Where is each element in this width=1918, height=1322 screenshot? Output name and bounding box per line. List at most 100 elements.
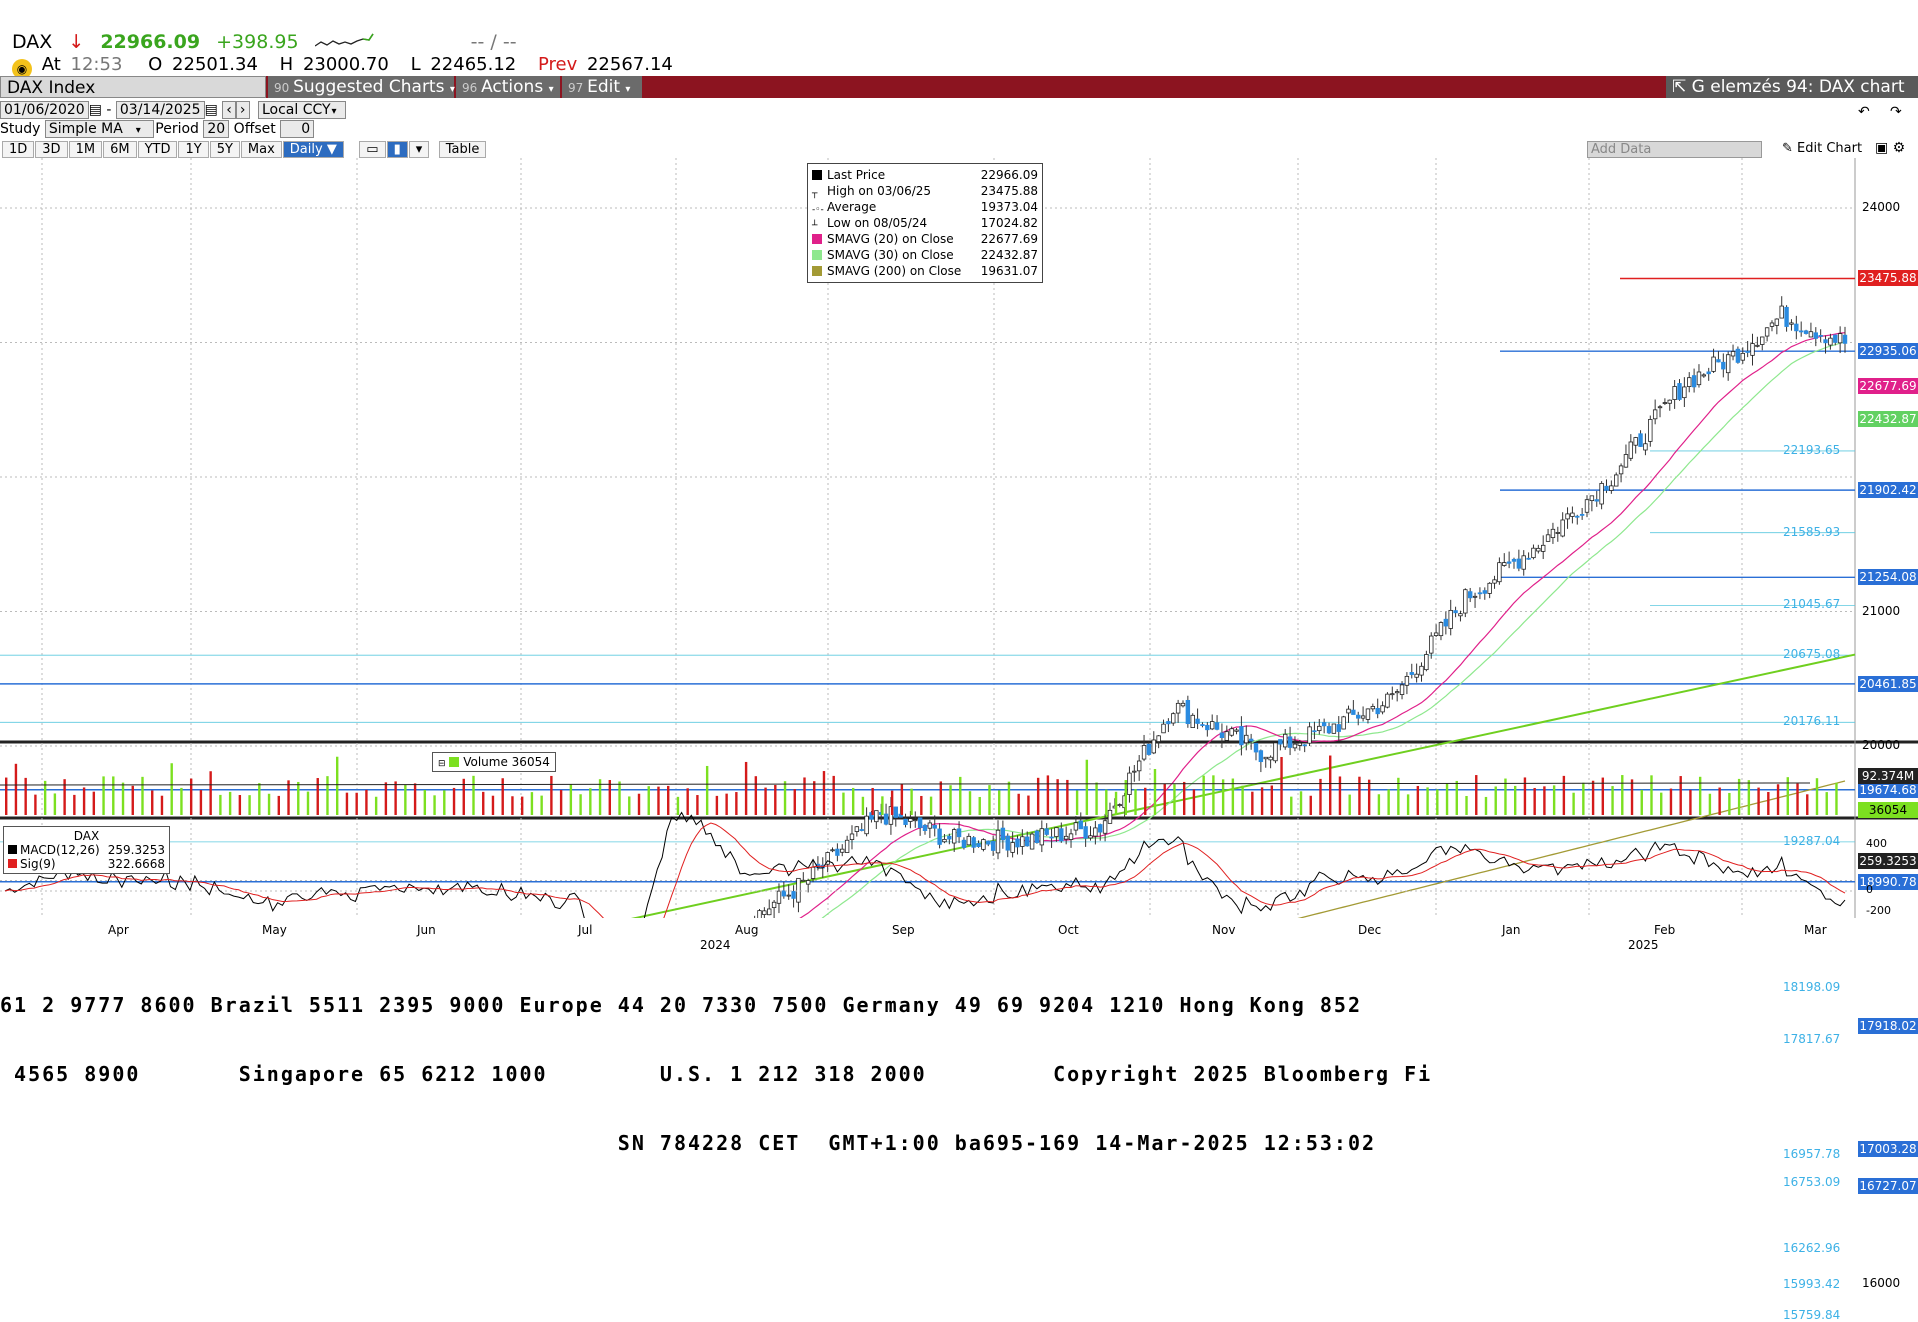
- axis-price-badge: 22677.69: [1858, 377, 1918, 394]
- candle: [1331, 723, 1337, 734]
- fib-level-label: 15759.84: [1783, 1308, 1841, 1322]
- range-1y-button[interactable]: 1Y: [178, 141, 209, 158]
- candle: [1599, 482, 1604, 505]
- fib-level-label: 17817.67: [1783, 1031, 1841, 1046]
- legend-value: 22966.09: [980, 168, 1038, 182]
- signal-value: 322.6668: [107, 857, 165, 871]
- candle: [1424, 654, 1429, 671]
- price-chart[interactable]: [0, 158, 1918, 918]
- table-button[interactable]: Table: [438, 141, 487, 158]
- high-label: H: [279, 54, 294, 75]
- range-1m-button[interactable]: 1M: [68, 141, 103, 158]
- start-date-input[interactable]: 01/06/2020: [0, 101, 89, 119]
- volume-bar: [1397, 777, 1400, 815]
- candle: [1740, 352, 1745, 361]
- more-button[interactable]: ▾: [408, 141, 430, 158]
- ticker-field[interactable]: DAX Index: [0, 76, 266, 98]
- volume-bar: [1835, 782, 1838, 815]
- down-arrow-icon: ↓: [68, 31, 85, 53]
- month-label: Sep: [892, 923, 915, 937]
- candle: [1039, 828, 1045, 846]
- month-label: Jan: [1502, 923, 1521, 937]
- signal-label: Sig(9): [20, 857, 56, 871]
- candle: [776, 890, 782, 904]
- range-max-button[interactable]: Max: [240, 141, 282, 158]
- volume-bar: [1669, 788, 1673, 815]
- volume-bar: [1202, 775, 1205, 815]
- candle: [1833, 334, 1838, 343]
- frequency-select[interactable]: Daily ▼: [282, 141, 344, 158]
- currency-select[interactable]: Local CCY: [257, 101, 346, 119]
- candle: [1779, 305, 1784, 319]
- candle: [859, 829, 864, 831]
- candle: [1667, 399, 1672, 404]
- period-input[interactable]: 20: [203, 120, 230, 138]
- calendar-icon[interactable]: ▤: [204, 102, 218, 118]
- volume-bar: [725, 793, 728, 815]
- volume-bar: [258, 783, 261, 815]
- range-5y-button[interactable]: 5Y: [209, 141, 240, 158]
- volume-bar: [1319, 778, 1322, 815]
- volume-bar: [1475, 775, 1478, 815]
- redo-button[interactable]: ↷: [1890, 104, 1902, 120]
- end-date-input[interactable]: 03/14/2025: [115, 101, 205, 119]
- next-period-button[interactable]: ›: [235, 101, 250, 119]
- calendar-icon[interactable]: ▤: [88, 102, 102, 118]
- candle: [1292, 743, 1298, 749]
- chart-type-button[interactable]: ▮: [386, 141, 408, 158]
- candle: [903, 818, 908, 825]
- chart-title-link[interactable]: ⇱ G elemzés 94: DAX chart: [1666, 76, 1918, 98]
- candle: [1579, 513, 1585, 516]
- candle: [1385, 693, 1390, 708]
- bid-ask-placeholder: -- / --: [470, 31, 517, 53]
- candle: [1808, 331, 1814, 338]
- range-6m-button[interactable]: 6M: [103, 141, 137, 158]
- chart-style-button[interactable]: ▭: [359, 141, 386, 158]
- actions-menu[interactable]: 96 Actions ▾: [456, 76, 560, 98]
- volume-bar: [1036, 777, 1040, 815]
- undo-button[interactable]: ↶: [1858, 104, 1870, 120]
- volume-bar: [1241, 785, 1244, 815]
- chart-legend[interactable]: Last Price 22966.09 ┬ High on 03/06/25 23475…: [807, 163, 1043, 283]
- offset-input[interactable]: 0: [280, 120, 315, 138]
- sparkline-icon: [314, 33, 374, 47]
- legend-row: SMAVG (30) on Close 22432.87: [812, 247, 1038, 263]
- suggested-charts-menu[interactable]: 90 Suggested Charts ▾: [268, 76, 455, 98]
- volume-bar: [1455, 780, 1458, 815]
- candle: [1229, 728, 1234, 736]
- volume-bar: [1387, 789, 1390, 815]
- candle: [883, 813, 889, 825]
- prev-period-button[interactable]: ‹: [222, 101, 236, 119]
- volume-bar: [1017, 793, 1020, 815]
- range-ytd-button[interactable]: YTD: [137, 141, 178, 158]
- edit-chart-button[interactable]: ✎ Edit Chart: [1782, 141, 1863, 156]
- at-time: 12:53: [70, 54, 123, 75]
- candle: [1000, 827, 1006, 841]
- quote-line: DAX ↓ 22966.09 +398.95 -- / --: [12, 31, 527, 53]
- range-1d-button[interactable]: 1D: [2, 141, 35, 158]
- candle: [1287, 736, 1293, 748]
- candle: [1463, 589, 1468, 614]
- menu-number-icon: 90: [274, 81, 294, 95]
- chart-settings-icon[interactable]: ▣ ⚙: [1875, 140, 1906, 156]
- month-label: Aug: [735, 923, 759, 937]
- volume-bar: [160, 795, 164, 815]
- edit-menu[interactable]: 97 Edit ▾: [562, 76, 642, 98]
- candle: [1063, 835, 1069, 840]
- low-value: 22465.12: [430, 54, 517, 75]
- volume-bar: [82, 787, 86, 815]
- volume-bar: [1299, 791, 1303, 815]
- volume-bar: [1640, 789, 1643, 815]
- add-data-input[interactable]: Add Data: [1587, 141, 1762, 158]
- candle: [830, 849, 835, 852]
- macd-legend[interactable]: DAX MACD(12,26) 259.3253 Sig(9) 322.6668: [3, 826, 170, 874]
- candle: [1735, 348, 1741, 363]
- volume-bar: [1212, 775, 1215, 815]
- volume-bar: [1591, 780, 1595, 815]
- volume-legend[interactable]: ⊟ Volume 36054: [432, 752, 556, 772]
- candle: [840, 848, 845, 853]
- study-select[interactable]: Simple MA: [44, 120, 154, 138]
- range-3d-button[interactable]: 3D: [35, 141, 68, 158]
- ticker-label: DAX: [12, 31, 53, 53]
- collapse-icon[interactable]: ⊟: [438, 759, 446, 769]
